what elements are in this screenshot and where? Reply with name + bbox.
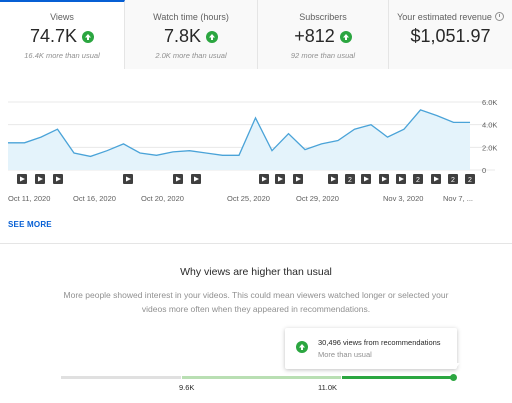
metric-sub: 2.0K more than usual: [155, 51, 227, 60]
svg-text:2: 2: [468, 177, 472, 184]
range-bar-current: [341, 376, 453, 379]
play-icon: [56, 176, 61, 182]
divider: [0, 243, 512, 244]
play-icon: [194, 176, 199, 182]
video-marker[interactable]: [123, 174, 133, 184]
video-group-marker[interactable]: 2: [345, 174, 355, 184]
metric-cards: Views 74.7K 16.4K more than usual Watch …: [0, 0, 512, 69]
video-marker[interactable]: [379, 174, 389, 184]
metric-sub: 92 more than usual: [290, 51, 356, 60]
video-marker[interactable]: [35, 174, 45, 184]
metric-value: $1,051.97: [410, 26, 491, 46]
video-marker[interactable]: [259, 174, 269, 184]
video-marker[interactable]: [275, 174, 285, 184]
video-group-marker[interactable]: 2: [413, 174, 423, 184]
range-tick-high: [341, 374, 342, 381]
video-marker[interactable]: [17, 174, 27, 184]
play-icon: [126, 176, 131, 182]
y-tick-label: 6.0K: [482, 98, 497, 107]
metric-value: 7.8K: [163, 26, 202, 46]
range-current-dot[interactable]: [450, 374, 457, 381]
video-marker[interactable]: [431, 174, 441, 184]
svg-text:2: 2: [416, 177, 420, 184]
play-icon: [262, 176, 267, 182]
x-tick-label: Oct 29, 2020: [296, 194, 339, 203]
y-tick-label: 0: [482, 166, 486, 175]
range-label-low: 9.6K: [179, 383, 195, 392]
play-icon: [382, 176, 387, 182]
tooltip-value: 30,496 views from recommendations: [318, 338, 441, 347]
metric-title: Your estimated revenue: [397, 12, 492, 22]
section-description: More people showed interest in your vide…: [63, 290, 449, 314]
range-bar-typical: [181, 376, 341, 379]
play-icon: [176, 176, 181, 182]
range-tick-low: [181, 374, 182, 381]
video-marker[interactable]: [361, 174, 371, 184]
arrow-up-icon: [296, 341, 308, 353]
video-marker[interactable]: [173, 174, 183, 184]
section-title: Why views are higher than usual: [180, 266, 332, 278]
x-tick-label: Nov 3, 2020: [383, 194, 423, 203]
y-tick-label: 4.0K: [482, 121, 497, 130]
play-icon: [296, 176, 301, 182]
arrow-up-icon: [339, 30, 352, 43]
metric-title: Subscribers: [299, 12, 347, 22]
x-tick-label: Oct 20, 2020: [141, 194, 184, 203]
metric-title: Watch time (hours): [153, 12, 229, 22]
metric-card-watch-time[interactable]: Watch time (hours) 7.8K 2.0K more than u…: [125, 0, 258, 69]
tooltip-note: More than usual: [318, 350, 372, 359]
svg-text:2: 2: [451, 177, 455, 184]
tooltip-arrow: [452, 363, 460, 368]
metric-sub: 16.4K more than usual: [24, 51, 100, 60]
video-marker[interactable]: [396, 174, 406, 184]
chart-area: [8, 109, 470, 170]
x-tick-label: Oct 25, 2020: [227, 194, 270, 203]
range-bar-below: [61, 376, 181, 379]
play-icon: [331, 176, 336, 182]
video-group-marker[interactable]: 2: [448, 174, 458, 184]
info-icon[interactable]: [494, 12, 504, 21]
video-group-marker[interactable]: 2: [465, 174, 475, 184]
range-label-high: 11.0K: [318, 383, 338, 392]
metric-card-views[interactable]: Views 74.7K 16.4K more than usual: [0, 0, 125, 69]
x-tick-label: Nov 7, ...: [443, 194, 473, 203]
arrow-up-icon: [82, 30, 95, 43]
metric-title: Views: [50, 12, 74, 22]
see-more-link[interactable]: SEE MORE: [8, 220, 52, 229]
metric-card-subscribers[interactable]: Subscribers +812 92 more than usual: [258, 0, 389, 69]
video-marker[interactable]: [53, 174, 63, 184]
x-tick-label: Oct 16, 2020: [73, 194, 116, 203]
play-icon: [399, 176, 404, 182]
y-tick-label: 2.0K: [482, 143, 497, 152]
play-icon: [364, 176, 369, 182]
arrow-up-icon: [206, 30, 219, 43]
play-icon: [20, 176, 25, 182]
play-icon: [434, 176, 439, 182]
recommendations-tooltip: 30,496 views from recommendations More t…: [285, 328, 457, 369]
x-tick-label: Oct 11, 2020: [8, 194, 50, 203]
metric-value: 74.7K: [29, 26, 78, 46]
play-icon: [38, 176, 43, 182]
video-marker[interactable]: [328, 174, 338, 184]
views-chart[interactable]: 2 2 2 2 0 2.0K 4.0K 6.0K Oct 11, 2020 Oct 16, 2…: [0, 90, 512, 210]
video-marker[interactable]: [293, 174, 303, 184]
svg-text:2: 2: [348, 177, 352, 184]
metric-card-revenue[interactable]: Your estimated revenue $1,051.97: [389, 0, 512, 69]
play-icon: [278, 176, 283, 182]
video-marker[interactable]: [191, 174, 201, 184]
metric-value: +812: [294, 26, 335, 46]
